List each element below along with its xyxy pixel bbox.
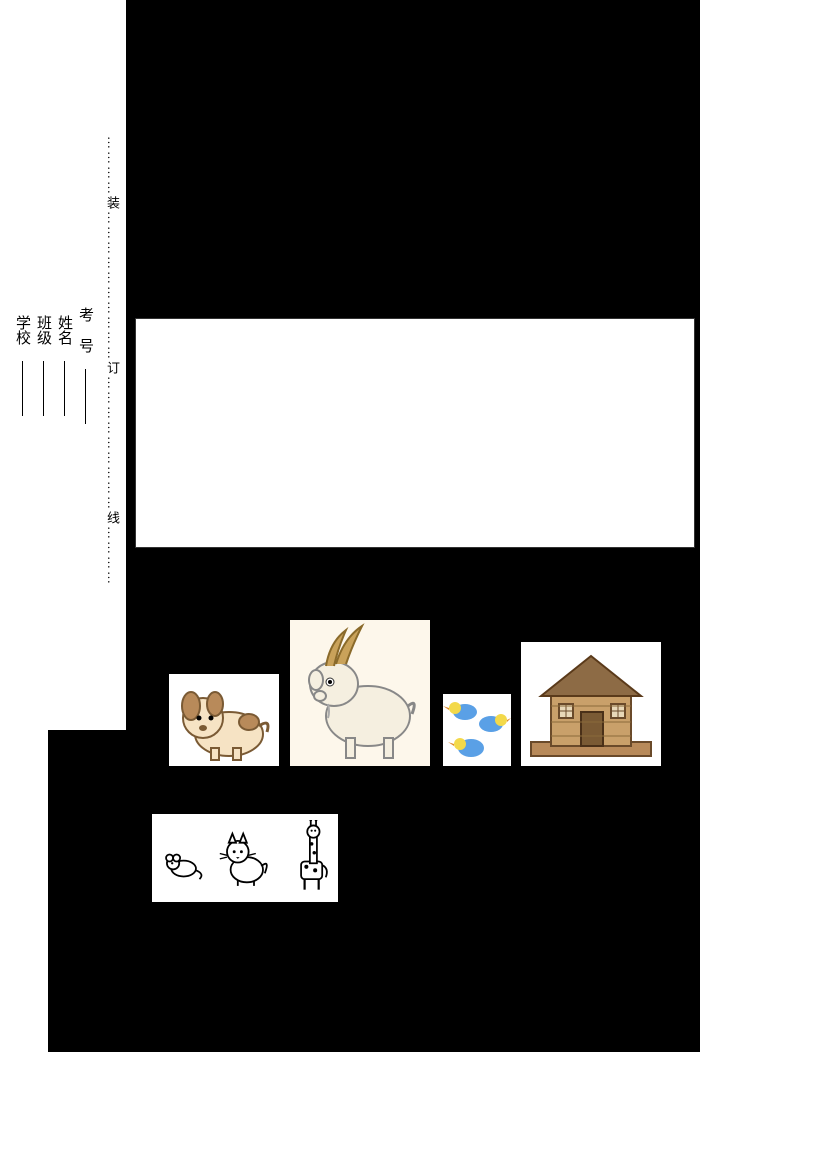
exam-number-field: 考 号 xyxy=(75,307,96,424)
name-field: 姓名 xyxy=(54,315,75,416)
field-underline xyxy=(64,361,65,416)
field-underline xyxy=(22,361,23,416)
binding-line-text: …………装…………………………订………………………线………… xyxy=(108,8,122,713)
house-image xyxy=(521,642,661,766)
mouse-image xyxy=(159,828,203,888)
field-label: 班级 xyxy=(35,315,51,345)
class-field: 班级 xyxy=(33,315,54,416)
binding-strip: …………装…………………………订………………………线………… 考 号 姓名 班级… xyxy=(48,0,126,730)
goat-image xyxy=(290,620,430,766)
binding-fields: 考 号 姓名 班级 学校 xyxy=(76,30,96,700)
school-field: 学校 xyxy=(12,315,33,416)
image-row-1 xyxy=(135,618,695,768)
answer-box xyxy=(135,318,695,548)
giraffe-image xyxy=(287,820,331,896)
birds-image xyxy=(443,694,511,766)
field-label: 考 号 xyxy=(77,307,93,353)
dog-image xyxy=(169,674,279,766)
field-label: 姓名 xyxy=(56,315,72,345)
field-underline xyxy=(85,369,86,424)
image-row-2 xyxy=(152,814,338,902)
field-label: 学校 xyxy=(14,315,30,345)
field-underline xyxy=(43,361,44,416)
cat-image xyxy=(218,825,272,891)
